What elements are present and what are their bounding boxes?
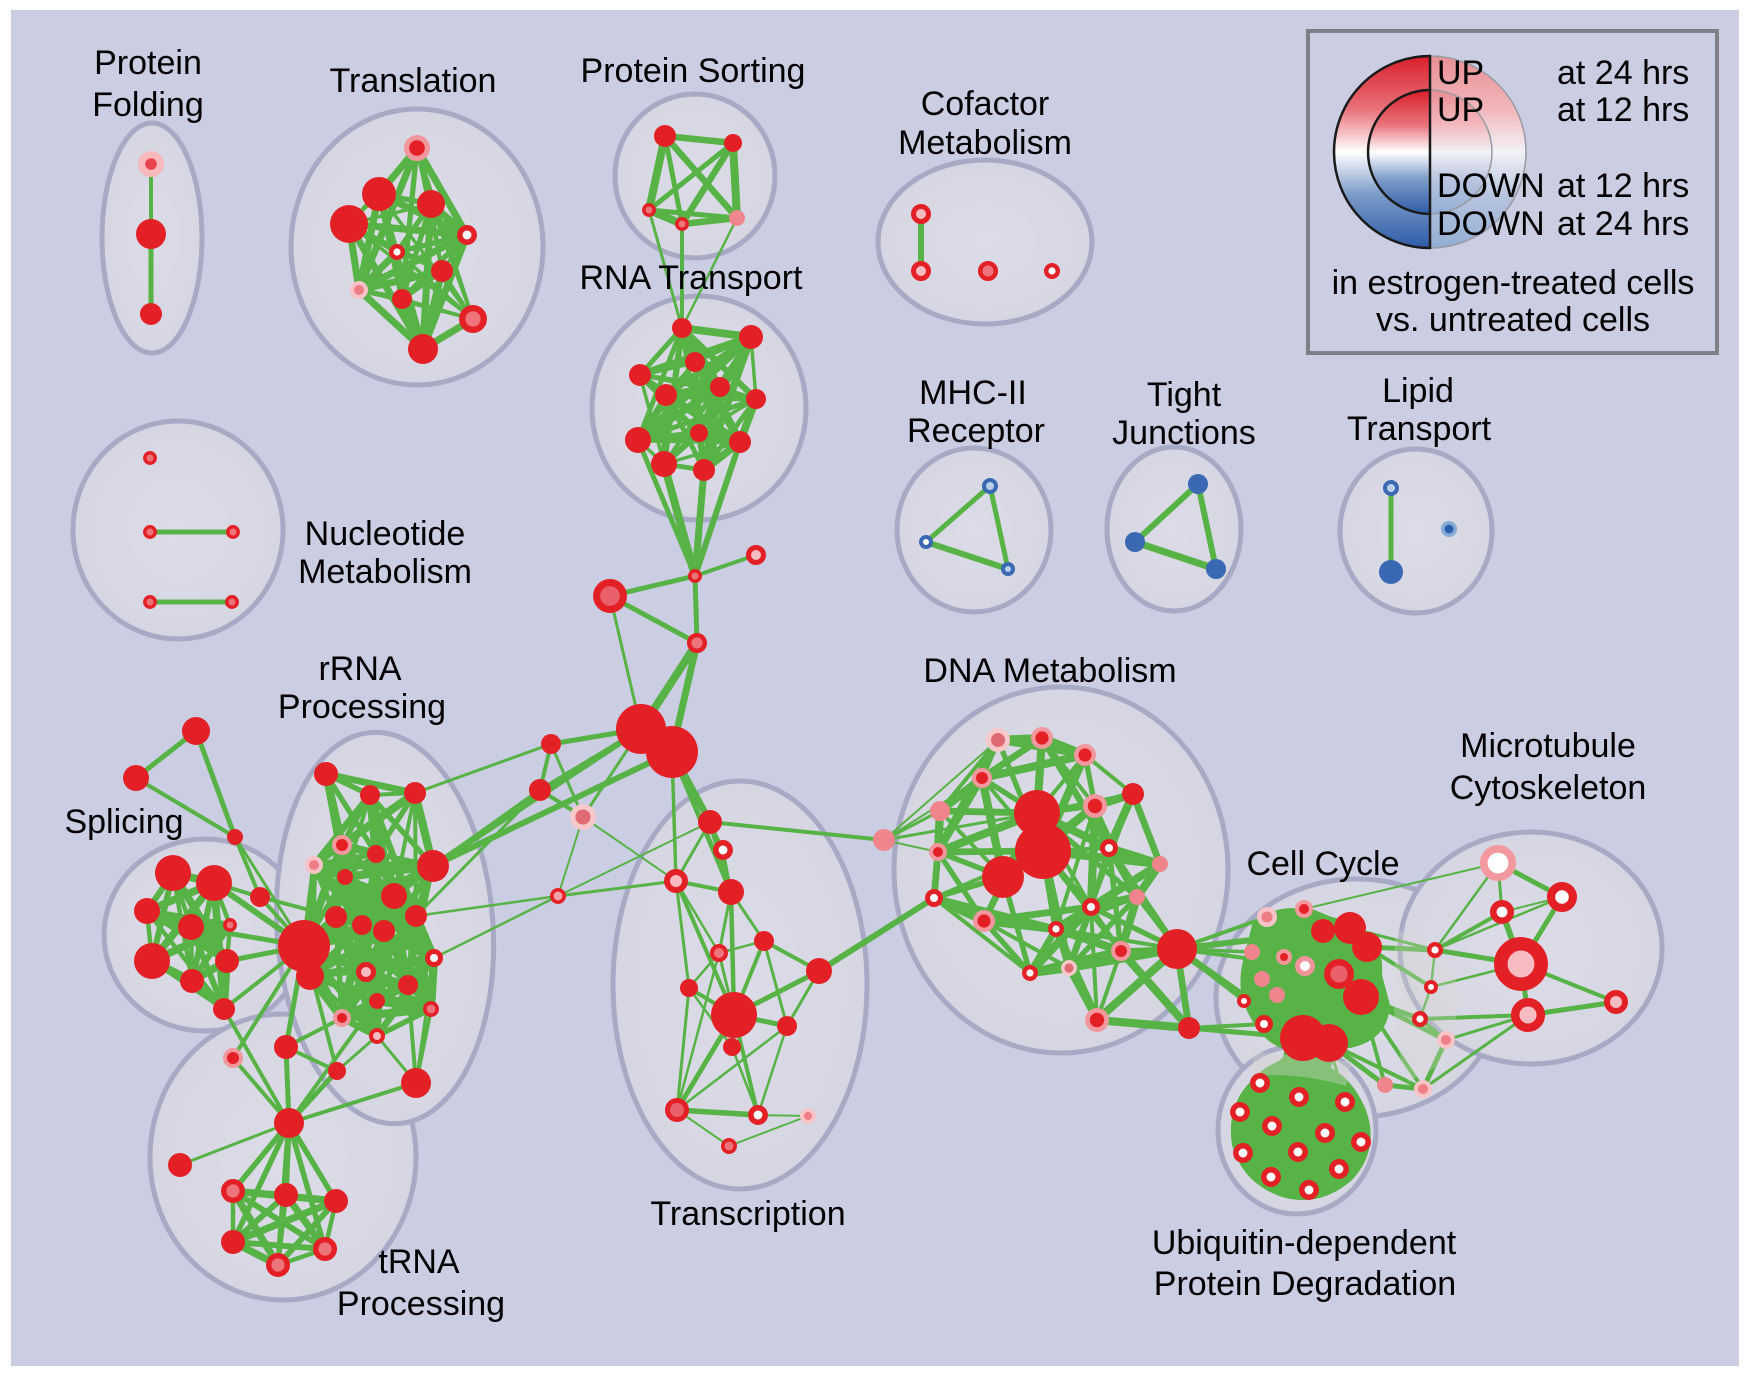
svg-text:Protein Degradation: Protein Degradation: [1154, 1265, 1456, 1303]
svg-text:DNA Metabolism: DNA Metabolism: [923, 652, 1176, 690]
svg-text:Receptor: Receptor: [907, 412, 1045, 450]
svg-text:MHC-II: MHC-II: [919, 374, 1027, 412]
svg-text:Metabolism: Metabolism: [298, 553, 472, 591]
svg-text:Cytoskeleton: Cytoskeleton: [1450, 769, 1647, 807]
svg-text:vs. untreated cells: vs. untreated cells: [1376, 301, 1650, 339]
svg-text:at 24 hrs: at 24 hrs: [1557, 54, 1689, 92]
svg-text:Nucleotide: Nucleotide: [305, 515, 466, 553]
svg-text:UP: UP: [1437, 91, 1484, 129]
svg-text:at 12 hrs: at 12 hrs: [1557, 91, 1689, 129]
svg-text:UP: UP: [1437, 54, 1484, 92]
svg-text:at 12 hrs: at 12 hrs: [1557, 167, 1689, 205]
svg-text:rRNA: rRNA: [318, 650, 401, 688]
svg-text:RNA Transport: RNA Transport: [580, 259, 804, 297]
svg-text:Cofactor: Cofactor: [921, 85, 1050, 123]
svg-text:Microtubule: Microtubule: [1460, 727, 1636, 765]
svg-text:Junctions: Junctions: [1112, 414, 1256, 452]
svg-text:Metabolism: Metabolism: [898, 124, 1072, 162]
svg-text:Folding: Folding: [92, 86, 204, 124]
svg-text:Splicing: Splicing: [64, 803, 183, 841]
svg-text:DOWN: DOWN: [1437, 167, 1545, 205]
svg-text:Translation: Translation: [330, 62, 497, 100]
svg-text:Ubiquitin-dependent: Ubiquitin-dependent: [1152, 1224, 1457, 1262]
svg-text:Transport: Transport: [1347, 410, 1492, 448]
svg-text:Lipid: Lipid: [1382, 372, 1454, 410]
svg-text:Protein: Protein: [94, 44, 202, 82]
svg-text:in estrogen-treated cells: in estrogen-treated cells: [1332, 264, 1695, 302]
svg-text:Protein Sorting: Protein Sorting: [581, 52, 806, 90]
svg-text:Cell Cycle: Cell Cycle: [1246, 845, 1399, 883]
svg-text:at 24 hrs: at 24 hrs: [1557, 205, 1689, 243]
svg-text:Processing: Processing: [337, 1285, 505, 1323]
svg-text:Transcription: Transcription: [650, 1195, 845, 1233]
svg-text:tRNA: tRNA: [378, 1243, 460, 1281]
svg-text:DOWN: DOWN: [1437, 205, 1545, 243]
svg-text:Tight: Tight: [1147, 376, 1222, 414]
svg-text:Processing: Processing: [278, 688, 446, 726]
